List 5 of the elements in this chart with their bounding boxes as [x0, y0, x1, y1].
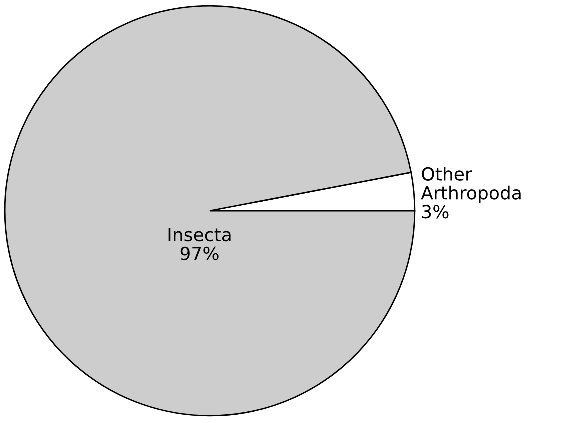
- data-label: 3%: [422, 205, 449, 219]
- data-label: 97%: [180, 246, 219, 261]
- pie-slice: [4, 5, 416, 417]
- slice-label: Other Arthropoda: [421, 167, 521, 204]
- slice-label: Insecta: [168, 228, 231, 242]
